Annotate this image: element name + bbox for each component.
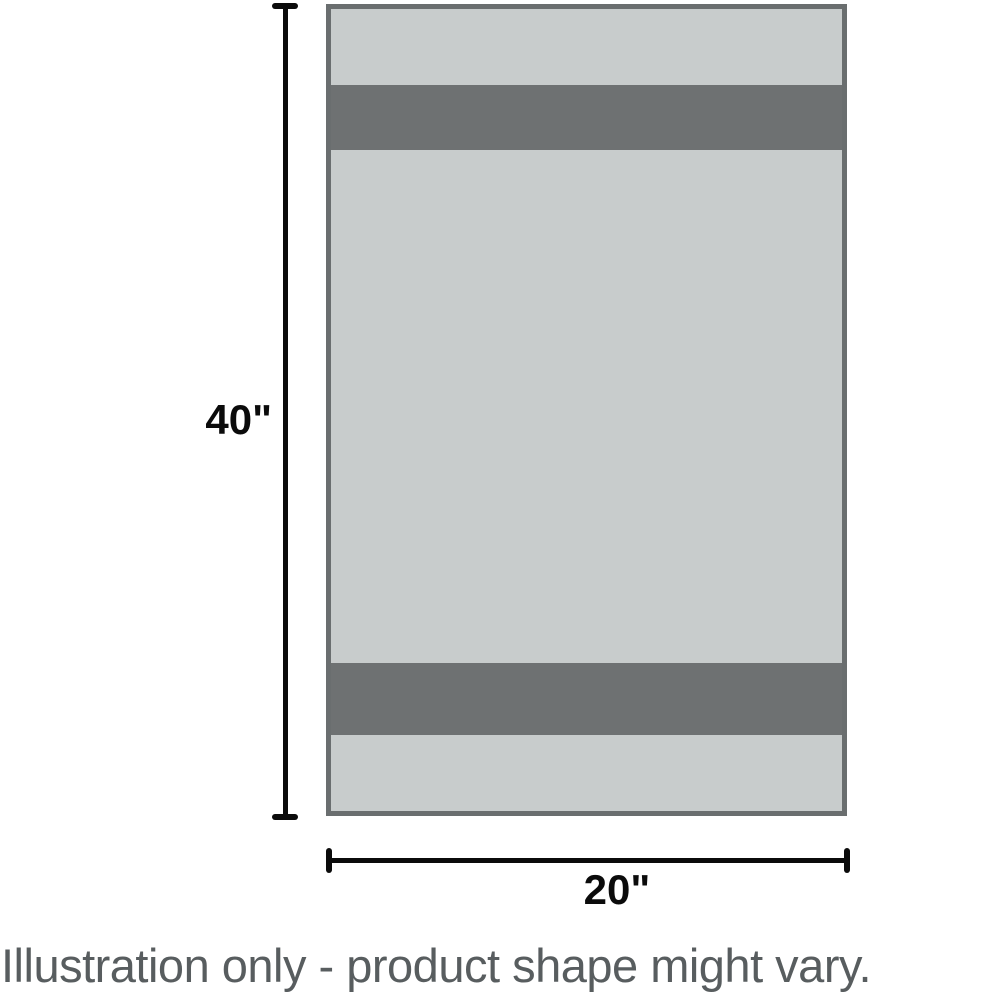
height-dimension-line: [283, 5, 288, 818]
height-dimension-bottom-cap: [272, 814, 298, 820]
width-dimension-line: [329, 858, 847, 863]
width-dimension-label: 20": [583, 866, 651, 913]
towel-top-stripe: [331, 85, 842, 150]
towel-bottom-stripe: [331, 663, 842, 735]
width-dimension-right-cap: [844, 848, 850, 873]
height-dimension-label: 40": [205, 396, 272, 443]
disclaimer-caption: Illustration only - product shape might …: [1, 939, 872, 992]
towel-illustration: [326, 4, 847, 816]
